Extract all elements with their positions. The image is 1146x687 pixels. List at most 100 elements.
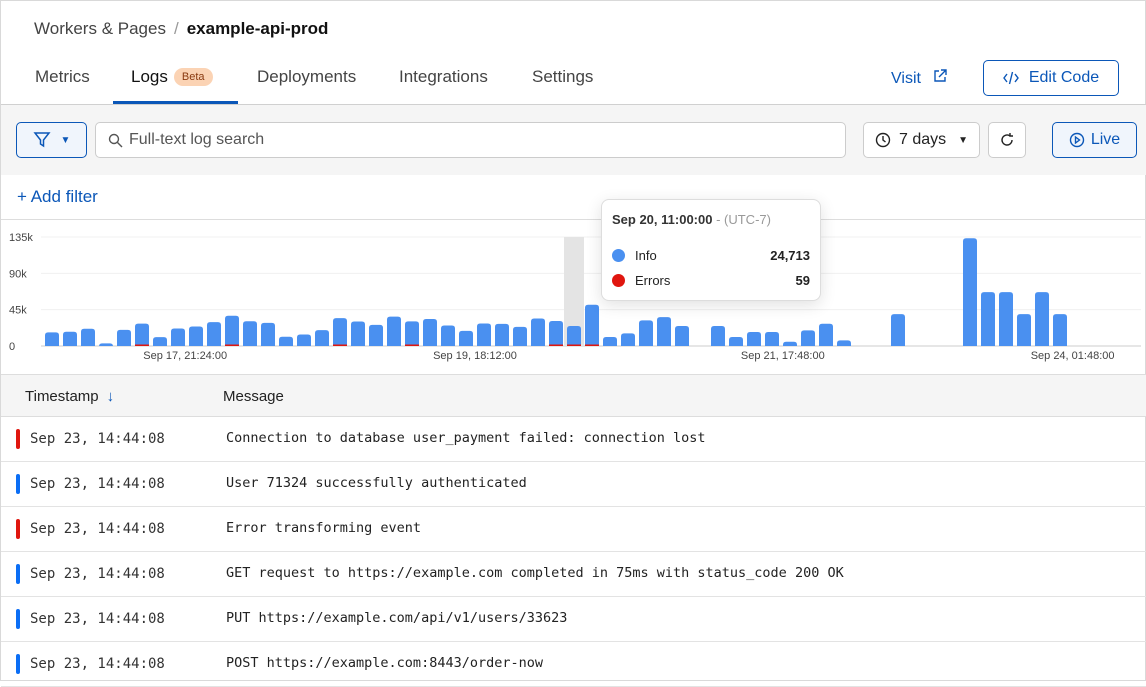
bar-info[interactable] (477, 323, 491, 346)
bar-info[interactable] (135, 323, 149, 346)
code-icon (1002, 71, 1019, 85)
row-message: User 71324 successfully authenticated (226, 475, 527, 491)
tab-metrics[interactable]: Metrics (35, 67, 90, 86)
caret-down-icon: ▼ (958, 134, 969, 146)
bar-info[interactable] (891, 314, 905, 346)
plus-icon: + (17, 187, 31, 206)
bar-info[interactable] (639, 320, 653, 346)
bar-info[interactable] (171, 328, 185, 346)
bar-info[interactable] (81, 328, 95, 346)
tab-logs[interactable]: Logs Beta (131, 67, 213, 87)
bar-info[interactable] (63, 331, 77, 346)
bar-info[interactable] (405, 321, 419, 346)
bar-info[interactable] (225, 315, 239, 346)
bar-info[interactable] (513, 326, 527, 346)
bar-info[interactable] (369, 324, 383, 346)
bar-info[interactable] (549, 321, 563, 346)
add-filter-button[interactable]: + Add filter (17, 187, 98, 207)
bar-info[interactable] (657, 317, 671, 346)
table-row[interactable]: Sep 23, 14:44:08 PUT https://example.com… (1, 597, 1146, 642)
bar-info[interactable] (387, 316, 401, 346)
bar-info[interactable] (189, 326, 203, 346)
active-tab-indicator (113, 101, 238, 104)
bar-info[interactable] (351, 321, 365, 346)
bar-info[interactable] (729, 337, 743, 346)
x-tick-label: Sep 21, 17:48:00 (741, 350, 825, 362)
refresh-button[interactable] (988, 122, 1026, 158)
timestamp-column-header[interactable]: Timestamp ↓ (25, 388, 115, 405)
bar-info[interactable] (711, 326, 725, 346)
row-timestamp: Sep 23, 14:44:08 (30, 611, 165, 627)
chart-tooltip: Sep 20, 11:00:00 - (UTC-7) Info 24,713 Er… (601, 199, 821, 301)
bar-info[interactable] (99, 343, 113, 347)
row-message: Error transforming event (226, 520, 422, 536)
bar-info[interactable] (1017, 314, 1031, 346)
bar-info[interactable] (675, 326, 689, 346)
bar-errors[interactable] (333, 344, 347, 347)
row-message: POST https://example.com:8443/order-now (226, 655, 543, 671)
search-input[interactable]: Full-text log search (95, 122, 846, 158)
bar-info[interactable] (315, 330, 329, 346)
bar-info[interactable] (297, 334, 311, 346)
bar-info[interactable] (153, 337, 167, 346)
bar-errors[interactable] (549, 344, 563, 347)
edit-code-button[interactable]: Edit Code (983, 60, 1119, 96)
bar-info[interactable] (333, 318, 347, 346)
bar-info[interactable] (819, 323, 833, 346)
clock-icon (875, 132, 891, 148)
table-row[interactable]: Sep 23, 14:44:08 Error transforming even… (1, 507, 1146, 552)
row-timestamp: Sep 23, 14:44:08 (30, 566, 165, 582)
bar-info[interactable] (981, 292, 995, 346)
bar-info[interactable] (999, 292, 1013, 346)
bar-info[interactable] (423, 318, 437, 346)
bar-info[interactable] (963, 238, 977, 346)
bar-info[interactable] (603, 337, 617, 346)
bar-errors[interactable] (585, 344, 599, 347)
table-row[interactable]: Sep 23, 14:44:08 User 71324 successfully… (1, 462, 1146, 507)
table-row[interactable]: Sep 23, 14:44:08 GET request to https://… (1, 552, 1146, 597)
time-range-select[interactable]: 7 days ▼ (863, 122, 980, 158)
bar-info[interactable] (243, 321, 257, 346)
table-row[interactable]: Sep 23, 14:44:08 POST https://example.co… (1, 642, 1146, 687)
bar-info[interactable] (1035, 292, 1049, 346)
bar-info[interactable] (837, 340, 851, 346)
bar-info[interactable] (765, 332, 779, 346)
bar-info[interactable] (801, 330, 815, 346)
row-message: Connection to database user_payment fail… (226, 430, 706, 446)
bar-info[interactable] (531, 318, 545, 346)
visit-label: Visit (891, 70, 921, 87)
bar-info[interactable] (207, 322, 221, 346)
bar-info[interactable] (567, 325, 581, 346)
chart-divider (1, 219, 1146, 220)
tab-deployments[interactable]: Deployments (257, 67, 357, 86)
bar-info[interactable] (441, 325, 455, 346)
table-row[interactable]: Sep 23, 14:44:08 Connection to database … (1, 417, 1146, 462)
error-dot-icon (612, 274, 625, 287)
bar-info[interactable] (783, 341, 797, 346)
bar-errors[interactable] (405, 344, 419, 347)
visit-link[interactable]: Visit (891, 69, 948, 88)
bar-info[interactable] (117, 329, 131, 346)
bar-info[interactable] (585, 304, 599, 346)
refresh-icon (1001, 133, 1013, 146)
breadcrumb-separator: / (173, 19, 179, 38)
bar-info[interactable] (261, 322, 275, 346)
bar-errors[interactable] (135, 344, 149, 347)
tab-settings[interactable]: Settings (532, 67, 594, 86)
bar-errors[interactable] (567, 344, 581, 347)
bar-errors[interactable] (225, 344, 239, 347)
bar-info[interactable] (495, 323, 509, 346)
tab-integrations[interactable]: Integrations (399, 67, 488, 86)
breadcrumb: Workers & Pages / example-api-prod (34, 19, 328, 39)
bar-info[interactable] (45, 332, 59, 346)
bar-info[interactable] (279, 336, 293, 346)
bar-info[interactable] (459, 330, 473, 346)
live-label: Live (1090, 131, 1121, 148)
search-placeholder: Full-text log search (129, 131, 265, 148)
bar-info[interactable] (621, 333, 635, 346)
bar-info[interactable] (747, 332, 761, 346)
filter-dropdown-button[interactable]: ▼ (16, 122, 87, 158)
bar-info[interactable] (1053, 314, 1067, 346)
live-button[interactable]: Live (1052, 122, 1137, 158)
breadcrumb-parent[interactable]: Workers & Pages (34, 19, 166, 38)
